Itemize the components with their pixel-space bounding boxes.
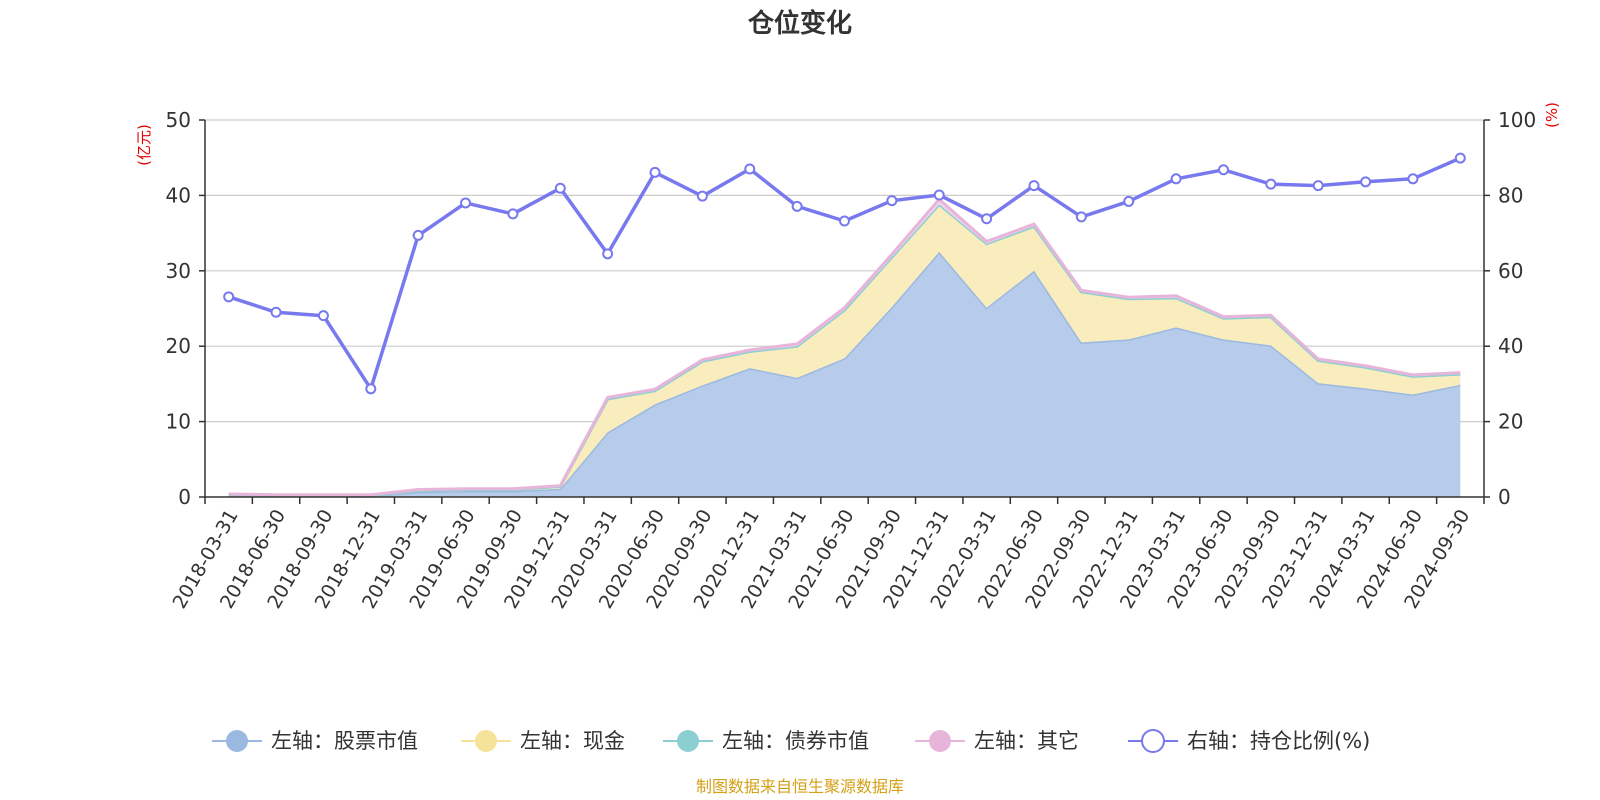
ratio-point [602,248,614,260]
legend-marker [226,730,248,752]
legend-item: 左轴：股票市值 [212,729,418,753]
legend-label: 右轴：持仓比例(%) [1187,729,1370,753]
ratio-point [933,189,945,201]
ratio-point [1454,152,1466,164]
ratio-point [744,163,756,175]
legend-label: 左轴：股票市值 [271,729,418,753]
left-tick-label: 0 [178,485,191,509]
right-tick-label: 20 [1498,410,1523,434]
legend-marker [677,730,699,752]
left-axis-unit: (亿元) [135,124,153,166]
legend-label: 左轴：债券市值 [722,729,869,753]
right-tick-label: 40 [1498,334,1523,358]
ratio-point [1217,164,1229,176]
legend-item: 左轴：其它 [915,729,1079,753]
ratio-point [270,306,282,318]
legend: 左轴：股票市值 左轴：现金 左轴：债券市值 左轴：其它 右轴：持仓比例(%) [212,729,1370,753]
ratio-point [791,200,803,212]
ratio-point [223,291,235,303]
legend-label: 左轴：其它 [974,729,1079,753]
ratio-point [317,310,329,322]
legend-marker [929,730,951,752]
ratio-point [1407,173,1419,185]
ratio-point [1265,178,1277,190]
ratio-point [839,215,850,227]
right-tick-label: 60 [1498,259,1523,283]
ratio-point [1028,180,1040,192]
ratio-point [412,229,424,241]
legend-marker [475,730,497,752]
ratio-point [460,197,472,209]
legend-item: 左轴：现金 [461,729,625,753]
ratio-point [1170,173,1182,185]
ratio-point [1312,180,1324,192]
area-edge-3 [228,197,1461,497]
left-tick-label: 50 [166,108,191,132]
ratio-point [886,195,898,207]
right-tick-label: 0 [1498,485,1511,509]
left-tick-label: 30 [166,259,191,283]
left-tick-label: 40 [166,183,191,207]
area-0 [228,251,1461,497]
right-axis-unit: (%) [1543,102,1561,128]
left-tick-label: 10 [166,410,191,434]
ratio-point [981,213,993,225]
right-tick-label: 80 [1498,183,1523,207]
ratio-point [507,208,519,220]
legend-label: 左轴：现金 [520,729,625,753]
chart-title: 仓位变化 [747,8,852,39]
ratio-point [696,190,708,202]
left-tick-label: 20 [166,334,191,358]
source-note: 制图数据来自恒生聚源数据库 [696,777,904,796]
ratio-point [365,383,377,395]
ratio-point [1123,195,1135,207]
ratio-point [649,166,661,178]
stacked-areas [228,197,1461,498]
legend-item: 左轴：债券市值 [663,729,869,753]
ratio-point [554,182,566,194]
legend-marker [1141,729,1165,753]
legend-item: 右轴：持仓比例(%) [1128,729,1370,753]
ratio-line-series [223,152,1466,395]
ratio-point [1360,176,1372,188]
right-tick-label: 100 [1498,108,1536,132]
ratio-point [1075,211,1087,223]
area-1 [228,204,1461,497]
